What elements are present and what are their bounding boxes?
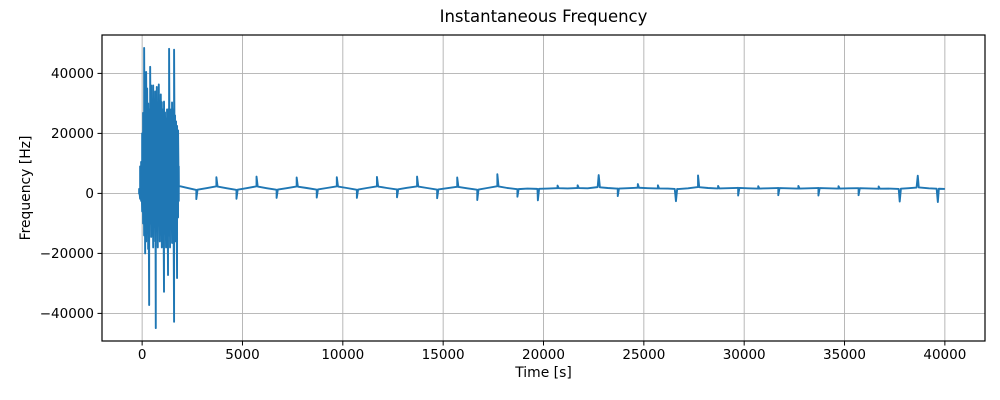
x-axis-label: Time [s] [515,365,572,381]
x-tick-label: 5000 [225,347,259,363]
y-tick-label: 40000 [51,66,94,82]
plot-frame [101,34,986,342]
y-tick-label: −20000 [40,246,94,262]
x-tick-label: 15000 [422,347,465,363]
y-tick-label: −40000 [40,306,94,322]
y-axis-label: Frequency [Hz] [18,135,34,241]
x-tick-label: 40000 [923,347,966,363]
x-tick-label: 20000 [522,347,565,363]
y-tick-label: 0 [85,186,94,202]
x-tick-label: 25000 [622,347,665,363]
y-tick-label: 20000 [51,126,94,142]
chart-title: Instantaneous Frequency [439,7,648,26]
frequency-line [138,46,945,330]
x-tick-label: 30000 [723,347,766,363]
x-tick-label: 0 [138,347,147,363]
x-tick-label: 10000 [321,347,364,363]
x-tick-label: 35000 [823,347,866,363]
